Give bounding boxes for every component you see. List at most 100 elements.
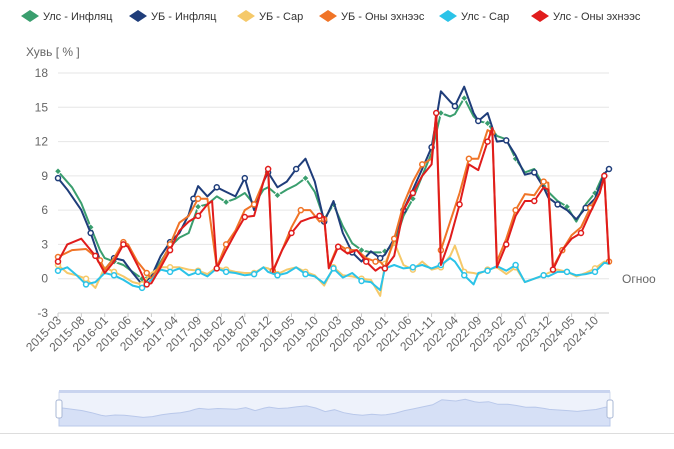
data-point	[460, 272, 468, 279]
series-5	[54, 109, 610, 288]
data-point	[390, 235, 398, 242]
legend-label: Улс - Инфляц	[43, 11, 113, 23]
data-point	[273, 191, 282, 200]
data-point	[316, 212, 323, 220]
data-point	[432, 109, 440, 117]
data-point	[54, 267, 62, 274]
y-tick-label: 6	[41, 203, 48, 217]
legend-label: Улс - Сар	[461, 11, 509, 23]
data-point	[87, 229, 94, 237]
data-point	[503, 241, 510, 248]
data-point	[138, 284, 146, 292]
data-point	[381, 265, 389, 272]
data-point	[274, 272, 281, 279]
data-point	[110, 272, 118, 279]
legend-item[interactable]: УБ - Инфляц	[129, 10, 217, 23]
data-point	[540, 178, 547, 185]
series-0	[53, 93, 606, 283]
data-point	[213, 184, 221, 191]
data-point	[221, 197, 231, 207]
data-point	[193, 202, 203, 211]
series-1	[54, 85, 613, 288]
data-point	[194, 268, 202, 276]
data-point	[554, 201, 561, 208]
data-point	[451, 102, 459, 110]
data-point	[418, 161, 426, 168]
legend-label: Улс - Оны эхнээс	[553, 11, 641, 23]
data-point	[512, 261, 519, 269]
data-point	[54, 174, 62, 182]
series-line	[57, 97, 606, 280]
data-point	[82, 281, 90, 288]
legend-item[interactable]: Улс - Оны эхнээс	[531, 10, 641, 23]
legend-item[interactable]: УБ - Сар	[237, 10, 303, 23]
legend-swatch-icon	[531, 10, 549, 22]
legend-swatch-icon	[319, 10, 337, 22]
data-point	[288, 229, 295, 237]
data-point	[292, 165, 300, 173]
zoom-preview-area	[58, 398, 611, 427]
series-line	[57, 112, 610, 286]
x-axis-label: Огноо	[622, 272, 656, 286]
data-point	[302, 270, 309, 278]
data-point	[143, 281, 150, 288]
data-point	[409, 189, 417, 197]
data-point	[362, 258, 370, 265]
y-tick-label: -3	[37, 306, 48, 320]
y-axis-label: Хувь [ % ]	[26, 45, 80, 59]
data-point	[531, 169, 538, 176]
legend-item[interactable]: УБ - Оны эхнээс	[319, 10, 425, 23]
series-line	[57, 113, 610, 280]
zoom-handle-left[interactable]	[55, 399, 63, 419]
data-point	[241, 213, 249, 221]
data-point	[577, 229, 585, 237]
zoom-top-bar	[59, 390, 610, 393]
data-point	[460, 93, 469, 103]
data-point	[563, 268, 571, 276]
data-point	[54, 258, 62, 265]
y-tick-labels: -3 0 3 6 9 12 15 18	[35, 66, 49, 320]
data-point	[409, 264, 417, 271]
data-point	[222, 268, 230, 276]
data-point	[120, 241, 127, 248]
data-point	[213, 265, 221, 272]
data-point	[531, 197, 538, 205]
y-tick-label: 15	[35, 100, 49, 114]
legend-label: УБ - Инфляц	[151, 11, 217, 23]
data-point	[376, 254, 384, 262]
data-point	[549, 266, 557, 273]
data-point	[194, 212, 202, 220]
series-3	[54, 113, 613, 280]
data-point	[484, 267, 491, 274]
series-line	[57, 85, 610, 286]
data-point	[166, 268, 174, 276]
y-tick-label: 9	[41, 169, 48, 183]
y-tick-label: 12	[35, 135, 49, 149]
data-point	[372, 258, 379, 265]
legend-label: УБ - Оны эхнээс	[341, 11, 425, 23]
x-tick-labels: 2015-032015-082016-012016-062016-112017-…	[23, 313, 601, 354]
legend-label: УБ - Сар	[259, 11, 303, 23]
zoom-slider[interactable]	[55, 390, 614, 427]
data-point	[166, 246, 174, 254]
zoom-handle-right[interactable]	[606, 399, 614, 419]
series-lines	[53, 85, 613, 297]
data-point	[82, 275, 90, 282]
data-point	[143, 269, 150, 277]
y-tick-label: 0	[41, 272, 48, 286]
data-point	[465, 155, 473, 162]
data-point	[475, 117, 482, 125]
legend-item[interactable]: Улс - Инфляц	[21, 10, 113, 23]
legend-item[interactable]: Улс - Сар	[439, 10, 509, 23]
data-point	[358, 277, 365, 285]
y-tick-label: 18	[35, 66, 49, 80]
data-point	[503, 137, 510, 144]
data-point	[484, 138, 491, 145]
legend-swatch-icon	[439, 10, 457, 22]
data-point	[605, 165, 613, 173]
legend-swatch-icon	[237, 10, 255, 22]
data-point	[250, 270, 258, 278]
data-point	[334, 243, 342, 250]
data-point	[591, 268, 599, 276]
